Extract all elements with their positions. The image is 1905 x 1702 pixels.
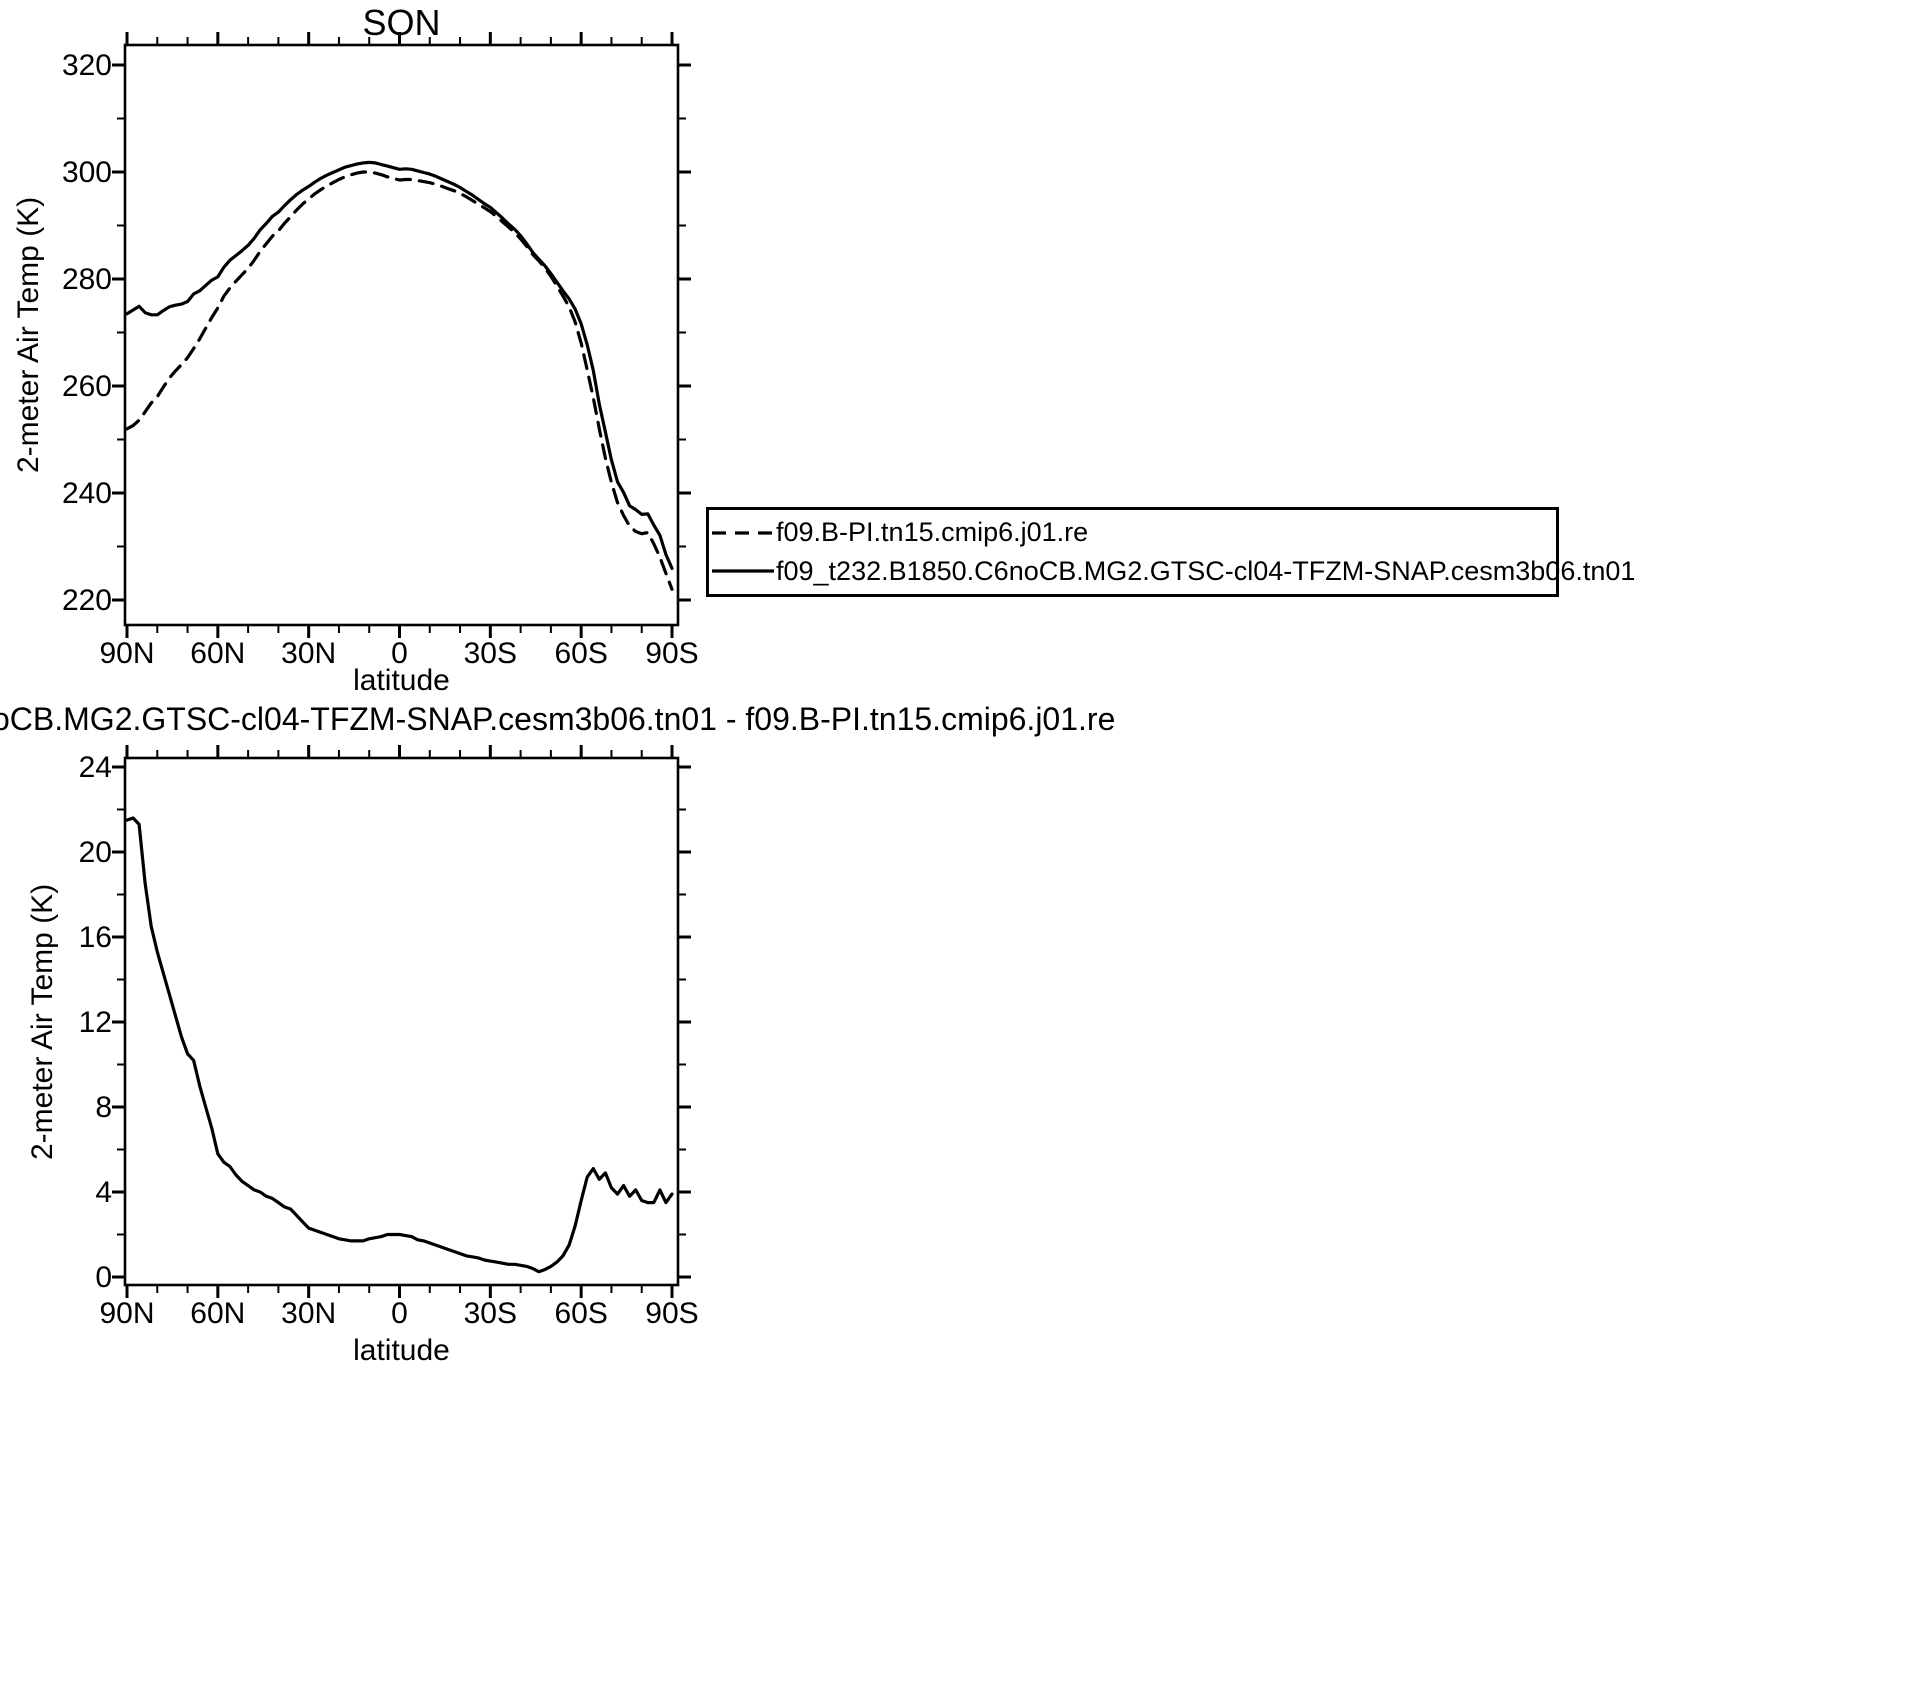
x-tick-label: 90N xyxy=(99,1297,154,1330)
y-tick-label: 220 xyxy=(62,584,112,617)
x-tick-label: 90N xyxy=(99,637,154,670)
son-chart-plot: 90N 60N 30N 0 30S 60S 90S 220 240 260 280 300 320 xyxy=(62,32,699,670)
legend-label: f09_t232.B1850.C6noCB.MG2.GTSC-cl04-TFZM… xyxy=(776,555,1636,586)
series-line-solid xyxy=(125,816,674,1274)
y-tick-label: 8 xyxy=(95,1091,112,1124)
x-tick-label: 30N xyxy=(281,637,336,670)
y-tick-label: 4 xyxy=(95,1176,112,1209)
x-tick-label: 0 xyxy=(391,1297,408,1330)
x-tick-label: 90S xyxy=(645,1297,698,1330)
x-tick-label: 30S xyxy=(464,637,517,670)
y-tick-label: 24 xyxy=(79,751,112,784)
x-tick-label: 0 xyxy=(391,637,408,670)
y-tick-label: 0 xyxy=(95,1261,112,1294)
series-line-solid xyxy=(125,160,674,571)
y-tick-label: 320 xyxy=(62,49,112,82)
legend-label: f09.B-PI.tn15.cmip6.j01.re xyxy=(776,517,1089,548)
difference-chart-title: oCB.MG2.GTSC-cl04-TFZM-SNAP.cesm3b06.tn0… xyxy=(0,701,1116,737)
top-y-axis-label: 2-meter Air Temp (K) xyxy=(12,196,45,474)
y-tick-label: 260 xyxy=(62,370,112,403)
x-tick-label: 90S xyxy=(645,637,698,670)
y-tick-label: 20 xyxy=(79,836,112,869)
y-tick-label: 240 xyxy=(62,477,112,510)
bottom-x-axis-label: latitude xyxy=(353,1334,450,1367)
legend-entry: f09_t232.B1850.C6noCB.MG2.GTSC-cl04-TFZM… xyxy=(712,556,1635,587)
y-tick-label: 280 xyxy=(62,263,112,296)
top-x-axis-label: latitude xyxy=(353,664,450,697)
x-tick-label: 30S xyxy=(464,1297,517,1330)
y-tick-label: 12 xyxy=(79,1006,112,1039)
x-tick-label: 60S xyxy=(555,1297,608,1330)
legend-entry: f09.B-PI.tn15.cmip6.j01.re xyxy=(712,517,1556,548)
plot-frame xyxy=(123,756,680,1287)
top-chart-title: SON xyxy=(362,2,441,43)
x-tick-label: 60N xyxy=(190,1297,245,1330)
x-tick-label: 30N xyxy=(281,1297,336,1330)
solid-line-sample-icon xyxy=(712,569,774,573)
x-tick-label: 60N xyxy=(190,637,245,670)
dashed-line-sample-icon xyxy=(712,531,774,535)
plot-frame xyxy=(123,43,680,627)
bottom-y-axis-label: 2-meter Air Temp (K) xyxy=(26,883,59,1160)
series-line-dashed xyxy=(125,170,674,591)
x-tick-label: 60S xyxy=(555,637,608,670)
difference-chart-plot: 90N 60N 30N 0 30S 60S 90S 0 4 8 12 16 20 24 xyxy=(79,745,699,1330)
y-tick-label: 16 xyxy=(79,921,112,954)
y-tick-label: 300 xyxy=(62,156,112,189)
legend: f09.B-PI.tn15.cmip6.j01.re f09_t232.B1850… xyxy=(706,507,1635,597)
